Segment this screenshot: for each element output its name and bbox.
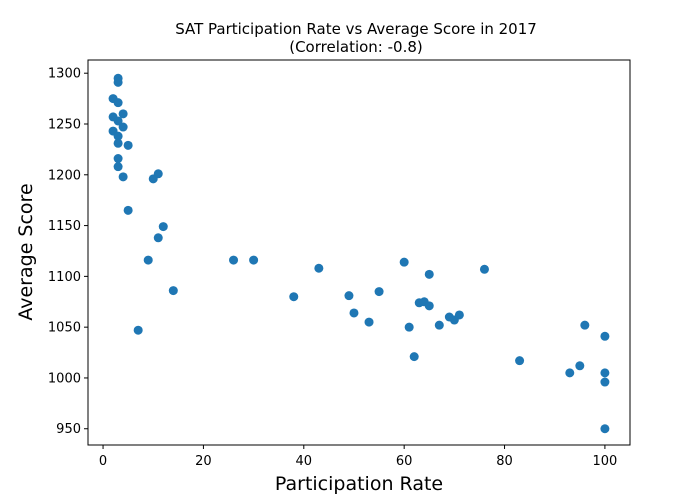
data-point-14 bbox=[118, 172, 128, 182]
y-tick-label: 1100 bbox=[48, 270, 81, 285]
data-point-19 bbox=[153, 233, 163, 243]
data-point-1 bbox=[113, 77, 123, 87]
data-points bbox=[108, 73, 610, 434]
data-point-18 bbox=[158, 222, 168, 232]
y-tick-label: 1200 bbox=[48, 168, 81, 183]
data-point-37 bbox=[424, 269, 434, 279]
data-point-20 bbox=[143, 255, 153, 265]
data-point-48 bbox=[600, 368, 610, 378]
data-point-22 bbox=[133, 325, 143, 335]
data-point-41 bbox=[454, 310, 464, 320]
data-point-16 bbox=[153, 169, 163, 179]
data-point-6 bbox=[113, 116, 123, 126]
data-point-9 bbox=[113, 131, 123, 141]
data-point-24 bbox=[249, 255, 259, 265]
data-point-23 bbox=[229, 255, 239, 265]
x-tick-label: 40 bbox=[296, 454, 313, 469]
y-tick-label: 1000 bbox=[48, 371, 81, 386]
data-point-28 bbox=[349, 308, 359, 318]
data-point-44 bbox=[565, 368, 575, 378]
x-tick-label: 100 bbox=[592, 454, 617, 469]
data-point-17 bbox=[123, 205, 133, 215]
data-point-49 bbox=[600, 377, 610, 387]
data-point-30 bbox=[374, 287, 384, 297]
chart-subtitle: (Correlation: -0.8) bbox=[289, 38, 423, 56]
x-tick-label: 0 bbox=[99, 454, 107, 469]
data-point-25 bbox=[289, 292, 299, 302]
data-point-38 bbox=[434, 320, 444, 330]
data-point-43 bbox=[515, 356, 525, 366]
y-axis-label: Average Score bbox=[15, 183, 37, 320]
y-axis-ticks: 950 1000 1050 1100 1150 1200 1250 1300 bbox=[48, 67, 88, 437]
data-point-45 bbox=[575, 361, 585, 371]
data-point-27 bbox=[344, 291, 354, 301]
data-point-12 bbox=[113, 154, 123, 164]
data-point-50 bbox=[600, 424, 610, 434]
data-point-3 bbox=[113, 98, 123, 108]
data-point-31 bbox=[399, 257, 409, 267]
data-point-10 bbox=[113, 138, 123, 148]
chart-title: SAT Participation Rate vs Average Score … bbox=[175, 20, 537, 38]
x-tick-label: 80 bbox=[496, 454, 513, 469]
data-point-7 bbox=[118, 122, 128, 132]
data-point-26 bbox=[314, 263, 324, 273]
y-tick-label: 1300 bbox=[48, 67, 81, 82]
data-point-21 bbox=[168, 286, 178, 296]
data-point-33 bbox=[409, 352, 419, 362]
y-tick-label: 950 bbox=[56, 422, 81, 437]
plot-frame bbox=[87, 59, 631, 446]
x-axis-ticks: 0 20 40 60 80 100 bbox=[99, 445, 617, 469]
y-tick-label: 1150 bbox=[48, 219, 81, 234]
x-axis-label: Participation Rate bbox=[275, 473, 443, 495]
data-point-32 bbox=[404, 322, 414, 332]
data-point-13 bbox=[113, 162, 123, 172]
data-point-4 bbox=[118, 109, 128, 119]
data-point-42 bbox=[479, 264, 489, 274]
data-point-36 bbox=[424, 301, 434, 311]
data-point-46 bbox=[580, 320, 590, 330]
y-tick-label: 1250 bbox=[48, 117, 81, 132]
data-point-29 bbox=[364, 317, 374, 327]
data-point-11 bbox=[123, 140, 133, 150]
x-tick-label: 60 bbox=[396, 454, 413, 469]
x-tick-label: 20 bbox=[195, 454, 212, 469]
y-tick-label: 1050 bbox=[48, 321, 81, 336]
data-point-47 bbox=[600, 331, 610, 341]
